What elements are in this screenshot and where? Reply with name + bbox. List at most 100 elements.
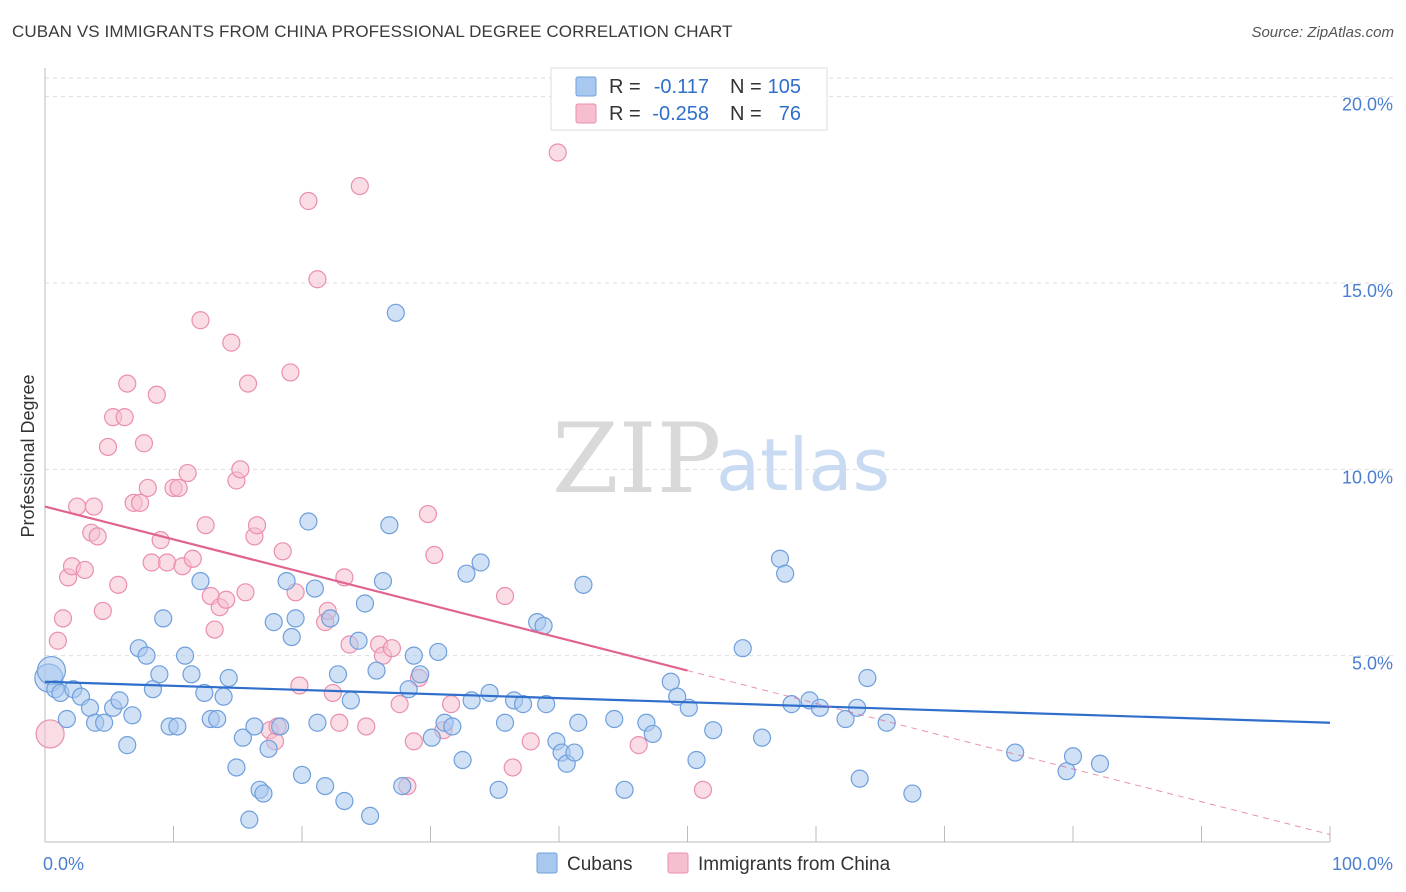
bottom-legend-swatch-china [667,852,689,874]
cubans-point-13 [123,706,142,725]
china-point-25 [169,478,188,498]
cubans-point-34 [254,784,273,803]
china-point-72 [521,732,540,751]
china-point-53 [323,683,342,703]
china-point-20 [142,553,161,572]
china-point-75 [693,780,713,799]
cubans-point-17 [150,665,169,684]
cubans-point-81 [569,713,588,732]
china-point-54 [330,713,349,732]
china-point-28 [183,549,202,568]
cubans-point-90 [687,750,706,770]
cubans-point-41 [292,765,312,785]
grid-lines [45,77,1395,657]
cubans-point-69 [480,683,499,703]
legend-swatch-cubans [575,76,597,97]
cubans-point-65 [453,750,472,770]
china-point-46 [281,363,300,382]
cubans-point-28 [219,668,238,688]
cubans-point-93 [752,728,772,747]
cubans-point-102 [858,668,877,688]
legend-n-label-cubans: N = [730,76,762,98]
cubans-point-60 [411,665,430,684]
bottom-legend-swatch-cubans [536,852,558,874]
cubans-point-80 [565,743,584,762]
cubans-point-35 [259,739,278,758]
china-point-37 [231,460,250,479]
cubans-point-61 [422,728,441,747]
china-point-27 [178,463,197,483]
cubans-point-9 [95,713,114,732]
cubans-point-95 [776,564,795,583]
cubans-point-89 [679,698,698,717]
china-point-74 [629,736,648,755]
y-tick-label-0: 5.0% [1352,654,1393,674]
cubans-point-18 [154,609,173,628]
cubans-point-31 [240,810,259,829]
legend-r-label-cubans: R = [609,76,641,98]
cubans-point-64 [443,717,462,736]
china-point-18 [134,434,154,453]
bottom-legend-label-china: Immigrants from China [698,854,891,875]
china-point-29 [191,311,210,330]
china-point-13 [109,575,128,594]
cubans-point-44 [308,713,327,732]
cubans-point-96 [782,695,801,714]
cubans-point-11 [110,691,129,710]
cubans-point-59 [404,646,423,665]
watermark-zip: ZIP [552,403,721,515]
cubans-point-50 [349,631,368,650]
china-point-57 [350,176,369,196]
legend-n-label-china: N = [730,103,762,125]
cubans-point-62 [429,642,448,662]
china-point-19 [138,478,157,498]
china-point-62 [390,695,409,714]
china-point-50 [308,270,327,289]
cubans-point-82 [574,575,593,594]
source-credit: Source: ZipAtlas.com [1251,24,1394,41]
y-tick-label-1: 10.0% [1342,467,1393,487]
cubans-point-1 [36,655,67,686]
cubans-point-24 [195,683,214,703]
legend-swatch-china [575,103,597,124]
cubans-point-26 [208,709,227,729]
cubans-point-4 [57,709,76,729]
china-point-21 [147,385,166,404]
stats-legend: R = -0.117 N = 105 R = -0.258 N = 76 [550,67,828,131]
cubans-point-29 [227,758,246,777]
cubans-point-21 [175,646,195,665]
cubans-point-40 [286,609,305,628]
x-tick-label-0: 0.0% [43,854,84,874]
cubans-point-108 [1090,754,1110,773]
china-point-2 [53,609,73,628]
cubans-point-51 [355,594,375,613]
china-point-9 [88,527,107,546]
china-point-48 [290,676,309,695]
cubans-point-36 [264,613,283,632]
cubans-point-86 [643,724,662,744]
watermark: ZIP atlas [552,403,890,515]
cubans-point-103 [877,713,896,732]
cubans-point-20 [168,717,187,736]
china-point-23 [157,553,177,572]
china-point-49 [299,191,318,211]
chart-title: CUBAN VS IMMIGRANTS FROM CHINA PROFESSIO… [12,22,733,41]
cubans-point-30 [233,728,252,747]
cubans-point-48 [335,791,354,811]
cubans-point-71 [495,713,515,732]
cubans-point-83 [605,709,624,729]
trend-line-china [44,505,688,672]
series-legend: Cubans Immigrants from China [536,852,891,875]
cubans-point-70 [489,780,508,799]
y-tick-labels: 5.0% 10.0% 15.0% 20.0% [1342,95,1393,674]
legend-n-value-cubans: 105 [768,76,801,98]
china-point-45 [273,542,292,561]
china-point-58 [357,717,376,736]
china-point-38 [236,583,255,602]
cubans-point-84 [615,780,634,799]
legend-r-label-china: R = [609,103,641,125]
cubans-point-76 [537,695,556,714]
cubans-point-27 [214,687,233,706]
y-axis-label: Professional Degree [18,374,38,537]
cubans-point-99 [836,709,855,729]
